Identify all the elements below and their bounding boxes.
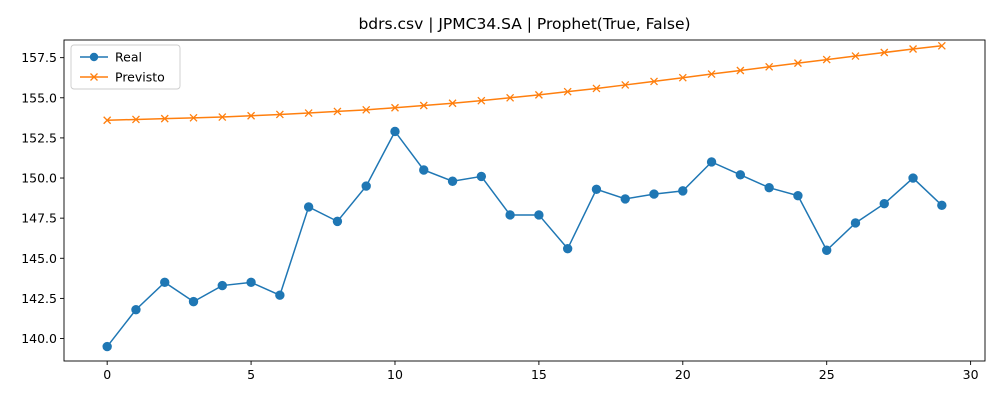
y-axis: 140.0 142.5 145.0 147.5 150.0 152.5 155.0 157.5: [21, 50, 64, 346]
data-point: [735, 170, 746, 180]
data-point: [534, 210, 544, 220]
data-point: [822, 55, 831, 64]
data-point: [764, 182, 774, 193]
data-point: [505, 210, 515, 220]
data-point: [880, 48, 889, 57]
data-point: [879, 199, 889, 209]
x-tick-label: 10: [387, 367, 403, 382]
y-tick-label: 140.0: [21, 331, 57, 346]
data-point: [707, 70, 716, 78]
data-point: [649, 189, 659, 199]
series-previsto: [103, 41, 946, 125]
legend-label: Previsto: [115, 70, 165, 85]
data-point: [103, 116, 112, 125]
x-tick-label: 20: [675, 367, 691, 382]
legend: Real Previsto: [70, 44, 181, 90]
x-tick-label: 25: [819, 367, 835, 382]
data-point: [793, 190, 803, 201]
data-point: [736, 66, 745, 75]
data-point: [678, 186, 688, 196]
series-layer: [102, 41, 947, 352]
data-point: [765, 62, 774, 71]
x-tick-label: 15: [531, 367, 547, 382]
data-point: [937, 200, 947, 211]
data-point: [218, 113, 227, 121]
y-tick-label: 157.5: [21, 50, 57, 65]
data-point: [362, 105, 371, 114]
y-tick-label: 155.0: [21, 90, 57, 105]
data-point: [678, 73, 687, 82]
y-tick-label: 152.5: [21, 130, 57, 145]
data-point: [621, 80, 630, 89]
axes-frame: [63, 39, 986, 362]
y-tick-label: 145.0: [21, 251, 57, 266]
data-point: [447, 176, 458, 186]
data-point: [333, 107, 342, 116]
x-axis: 0 5 10 15 20 25 30: [103, 361, 979, 382]
data-point: [850, 218, 861, 228]
data-point: [562, 243, 573, 254]
chart-title: bdrs.csv | JPMC34.SA | Prophet(True, Fal…: [358, 15, 690, 33]
data-point: [851, 52, 860, 61]
data-point: [908, 173, 918, 183]
data-point: [246, 277, 256, 288]
data-point: [217, 280, 227, 291]
plot-area: [63, 39, 986, 362]
data-point: [102, 341, 112, 352]
data-point: [909, 45, 918, 53]
data-point: [448, 99, 457, 108]
data-point: [822, 245, 832, 255]
data-point: [706, 157, 717, 167]
data-point: [131, 115, 140, 124]
data-point: [937, 41, 946, 50]
data-point: [275, 110, 284, 119]
data-point: [506, 93, 515, 102]
data-point: [304, 109, 313, 117]
series-line: [106, 130, 943, 348]
data-point: [419, 101, 428, 110]
data-point: [160, 277, 170, 288]
data-point: [620, 194, 630, 204]
series-line: [107, 45, 942, 121]
x-tick-label: 5: [247, 367, 255, 382]
legend-marker: [90, 73, 98, 81]
legend-label: Real: [115, 50, 142, 65]
data-point: [188, 296, 199, 307]
data-point: [275, 290, 285, 300]
series-real: [102, 126, 947, 352]
data-point: [390, 126, 400, 137]
y-tick-label: 142.5: [21, 291, 57, 306]
data-point: [591, 184, 602, 194]
y-tick-label: 147.5: [21, 211, 57, 226]
data-point: [303, 202, 314, 212]
data-point: [650, 77, 658, 86]
legend-marker: [89, 52, 99, 62]
legend-box: [70, 44, 181, 90]
data-point: [247, 111, 256, 120]
data-point: [477, 96, 486, 105]
data-point: [391, 103, 399, 112]
data-point: [332, 216, 343, 227]
data-point: [563, 87, 572, 96]
x-tick-label: 0: [103, 367, 111, 382]
data-point: [476, 171, 487, 182]
data-point: [793, 59, 802, 68]
data-point: [131, 304, 141, 315]
data-point: [189, 113, 198, 122]
data-point: [419, 165, 429, 175]
x-tick-label: 30: [963, 367, 979, 382]
data-point: [592, 84, 601, 93]
data-point: [534, 90, 543, 99]
data-point: [361, 181, 371, 191]
data-point: [160, 114, 169, 123]
y-tick-label: 150.0: [21, 171, 57, 186]
